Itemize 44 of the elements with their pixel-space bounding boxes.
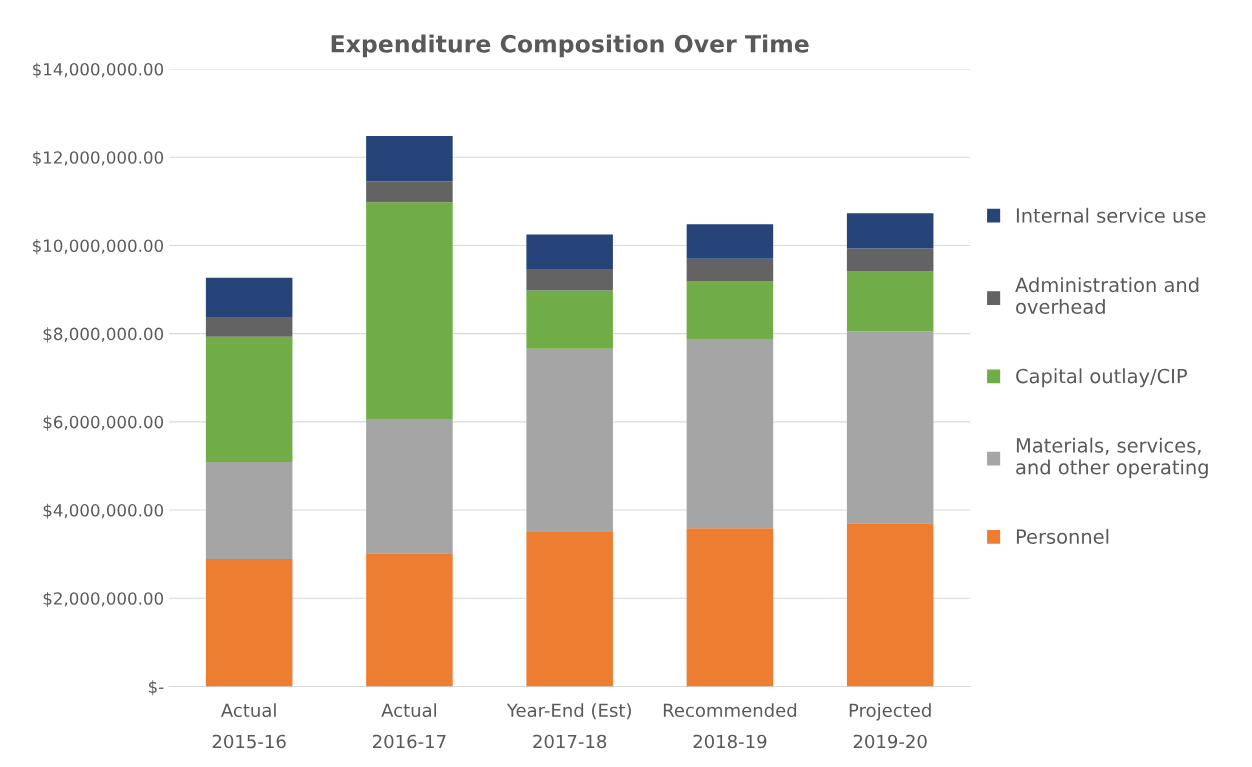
legend-label: Administration and overhead (1015, 277, 1199, 315)
bar (686, 281, 774, 340)
bar (366, 553, 453, 687)
bar (205, 277, 293, 318)
y-tick-label: $14,000,000.00 (33, 62, 164, 78)
bar (526, 269, 613, 291)
bar (686, 258, 774, 282)
legend-label: Internal service use (1016, 207, 1206, 223)
y-tick-label: $8,000,000.00 (43, 327, 164, 343)
bar (366, 136, 453, 182)
bar (686, 528, 774, 687)
bar (366, 181, 453, 203)
y-tick-label: $12,000,000.00 (33, 150, 164, 167)
y-tick-label: $2,000,000.00 (43, 591, 164, 608)
bar (846, 331, 934, 524)
bar (366, 419, 453, 554)
bar (205, 559, 293, 687)
legend-label: Personnel (1016, 528, 1109, 544)
bar (205, 336, 293, 462)
bar (526, 532, 613, 687)
x-tick-label: Projected 2019-20 (849, 703, 931, 749)
bar (846, 248, 934, 272)
bar (526, 234, 613, 270)
bar (526, 290, 613, 349)
chart-title: Expenditure Composition Over Time (331, 34, 809, 58)
x-tick-label: Actual 2015-16 (212, 703, 286, 749)
bar (846, 271, 934, 332)
legend-label: Materials, services, and other operating (1016, 437, 1208, 479)
bar (366, 202, 453, 420)
x-tick-label: Actual 2016-17 (373, 703, 446, 749)
bar (205, 317, 293, 337)
bar (205, 461, 293, 560)
legend-label: Capital outlay/CIP (1016, 368, 1187, 388)
bar (686, 224, 774, 259)
x-tick-label: Year-End (Est) 2017-18 (506, 703, 631, 749)
bar (526, 348, 613, 533)
bar (686, 339, 774, 529)
x-tick-label: Recommended 2018-19 (663, 703, 797, 749)
y-tick-label: $- (148, 680, 164, 696)
bar (846, 523, 934, 687)
y-tick-label: $6,000,000.00 (43, 415, 164, 431)
y-tick-label: $10,000,000.00 (33, 239, 164, 255)
y-tick-label: $4,000,000.00 (43, 503, 164, 519)
bar (846, 213, 934, 249)
